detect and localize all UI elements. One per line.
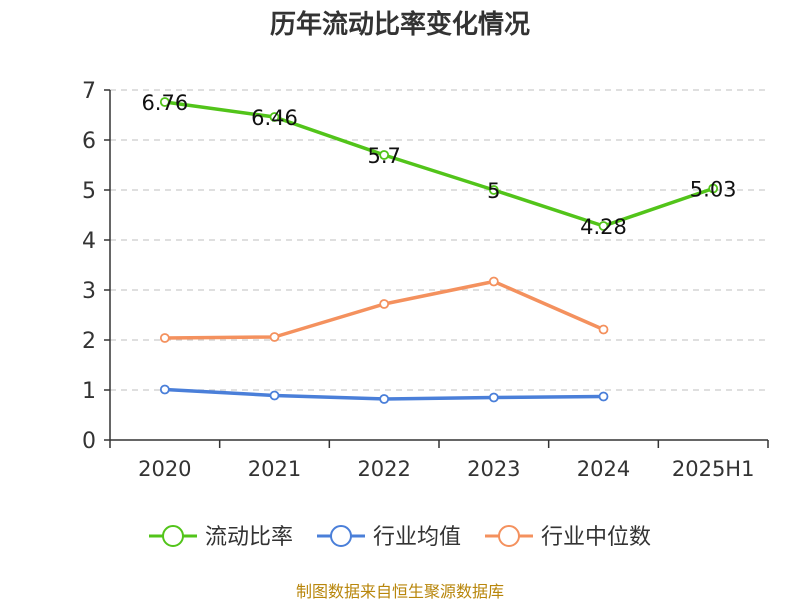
series-line (164, 279, 605, 340)
data-point (488, 276, 499, 287)
data-label: 5 (487, 179, 500, 203)
series-line (164, 100, 714, 228)
data-point (269, 112, 280, 122)
legend-label: 流动比率 (205, 525, 293, 550)
y-tick-label: 5 (82, 179, 96, 204)
data-point (269, 390, 280, 401)
y-tick-label: 4 (82, 229, 96, 254)
data-point (379, 299, 390, 309)
data-label: 6.76 (141, 91, 188, 115)
y-tick-label: 7 (82, 79, 96, 104)
legend-label: 行业均值 (373, 525, 461, 550)
x-tick-label: 2022 (357, 457, 410, 481)
data-point (598, 324, 609, 335)
data-point (708, 183, 719, 194)
data-label: 5.03 (690, 178, 737, 202)
data-label: 5.7 (367, 144, 400, 168)
y-tick-label: 0 (82, 429, 96, 454)
data-label: 6.46 (251, 106, 298, 130)
legend-marker (498, 525, 520, 547)
data-point (379, 394, 390, 404)
chart-title: 历年流动比率变化情况 (269, 10, 530, 40)
x-tick-label: 2024 (577, 457, 630, 481)
data-point (159, 97, 170, 107)
y-tick-label: 6 (82, 129, 96, 154)
data-point (488, 185, 499, 195)
axes: 0 1 2 3 4 5 6 7 2020 2021 2022 2023 2024 2025H1 (82, 79, 769, 481)
data-point (159, 333, 170, 343)
x-tick-label: 2021 (248, 457, 301, 481)
x-tick-label: 2023 (467, 457, 520, 481)
y-tick-label: 3 (82, 279, 96, 304)
data-label: 4.28 (580, 215, 627, 239)
legend-marker (162, 525, 184, 547)
grid-lines (110, 89, 768, 391)
data-point (159, 384, 170, 395)
legend: 流动比率 行业均值 行业中位数 (149, 525, 651, 550)
data-point (379, 150, 390, 160)
data-point (598, 221, 609, 231)
y-tick-label: 2 (82, 329, 96, 354)
data-labels: 6.76 6.46 5.7 5 4.28 5.03 (141, 91, 736, 239)
data-point (269, 332, 280, 342)
legend-label: 行业中位数 (541, 525, 651, 550)
data-point (488, 392, 499, 403)
data-source-note: 制图数据来自恒生聚源数据库 (295, 582, 504, 600)
series-lines (159, 97, 719, 404)
data-point (598, 391, 609, 402)
x-tick-label: 2020 (138, 457, 191, 481)
x-tick-label: 2025H1 (672, 457, 755, 481)
y-tick-label: 1 (82, 379, 96, 404)
legend-marker (330, 525, 352, 547)
